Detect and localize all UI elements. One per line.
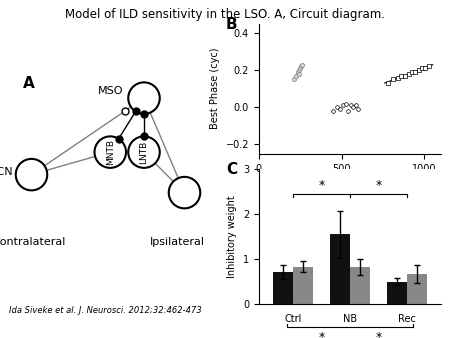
Bar bbox=[273, 272, 293, 304]
Text: MNTB: MNTB bbox=[106, 139, 115, 165]
Point bbox=[401, 73, 408, 78]
Text: MSO: MSO bbox=[98, 87, 124, 96]
Text: Ipsilateral: Ipsilateral bbox=[150, 237, 205, 247]
Point bbox=[336, 106, 343, 112]
Point bbox=[415, 68, 422, 73]
Point bbox=[409, 69, 416, 75]
Point bbox=[425, 64, 432, 69]
Bar bbox=[293, 267, 313, 304]
Text: C: C bbox=[226, 162, 237, 177]
Text: *: * bbox=[318, 179, 324, 192]
Point bbox=[350, 105, 357, 110]
Text: *: * bbox=[318, 331, 324, 338]
Point bbox=[355, 106, 362, 112]
Text: B: B bbox=[226, 17, 238, 32]
Point bbox=[330, 108, 337, 114]
Text: LNTB: LNTB bbox=[140, 141, 148, 164]
Point bbox=[296, 71, 303, 77]
Point bbox=[347, 103, 354, 108]
Bar bbox=[387, 282, 407, 304]
Circle shape bbox=[94, 136, 126, 168]
Point bbox=[294, 69, 302, 75]
Point bbox=[418, 66, 426, 71]
X-axis label: Frequency (Hz): Frequency (Hz) bbox=[313, 179, 387, 189]
Point bbox=[405, 71, 412, 77]
Text: *: * bbox=[375, 179, 382, 192]
Point bbox=[384, 80, 392, 86]
Point bbox=[345, 108, 352, 114]
Text: Model of ILD sensitivity in the LSO. A, Circuit diagram.: Model of ILD sensitivity in the LSO. A, … bbox=[65, 8, 385, 21]
Text: Contralateral: Contralateral bbox=[0, 237, 66, 247]
Point bbox=[291, 77, 298, 82]
Text: The Journal of Neuroscience: The Journal of Neuroscience bbox=[25, 320, 93, 325]
Point bbox=[398, 73, 405, 78]
Point bbox=[297, 66, 304, 71]
Bar bbox=[350, 267, 370, 304]
Text: *: * bbox=[375, 331, 382, 338]
Point bbox=[298, 62, 306, 67]
Point bbox=[422, 66, 429, 71]
Y-axis label: Best Phase (cyc): Best Phase (cyc) bbox=[210, 48, 220, 129]
Point bbox=[333, 105, 340, 110]
Point bbox=[352, 103, 359, 108]
Circle shape bbox=[128, 82, 160, 114]
Point bbox=[340, 103, 347, 108]
Circle shape bbox=[16, 159, 47, 190]
Point bbox=[394, 75, 401, 80]
Circle shape bbox=[128, 136, 160, 168]
Point bbox=[297, 64, 305, 69]
Circle shape bbox=[169, 177, 200, 208]
Text: A: A bbox=[22, 76, 34, 91]
Point bbox=[342, 101, 349, 106]
Text: ©2012 by Society for Neuroscience: ©2012 by Society for Neuroscience bbox=[20, 330, 98, 333]
Bar bbox=[407, 273, 427, 304]
Text: Ida Siveke et al. J. Neurosci. 2012;32:462-473: Ida Siveke et al. J. Neurosci. 2012;32:4… bbox=[9, 306, 202, 315]
Point bbox=[292, 73, 300, 78]
Y-axis label: Inhibitory weight: Inhibitory weight bbox=[227, 195, 237, 278]
Point bbox=[389, 77, 396, 82]
Text: AVCN: AVCN bbox=[0, 167, 14, 177]
Bar bbox=[330, 234, 350, 304]
Point bbox=[412, 69, 419, 75]
Point bbox=[295, 68, 302, 73]
